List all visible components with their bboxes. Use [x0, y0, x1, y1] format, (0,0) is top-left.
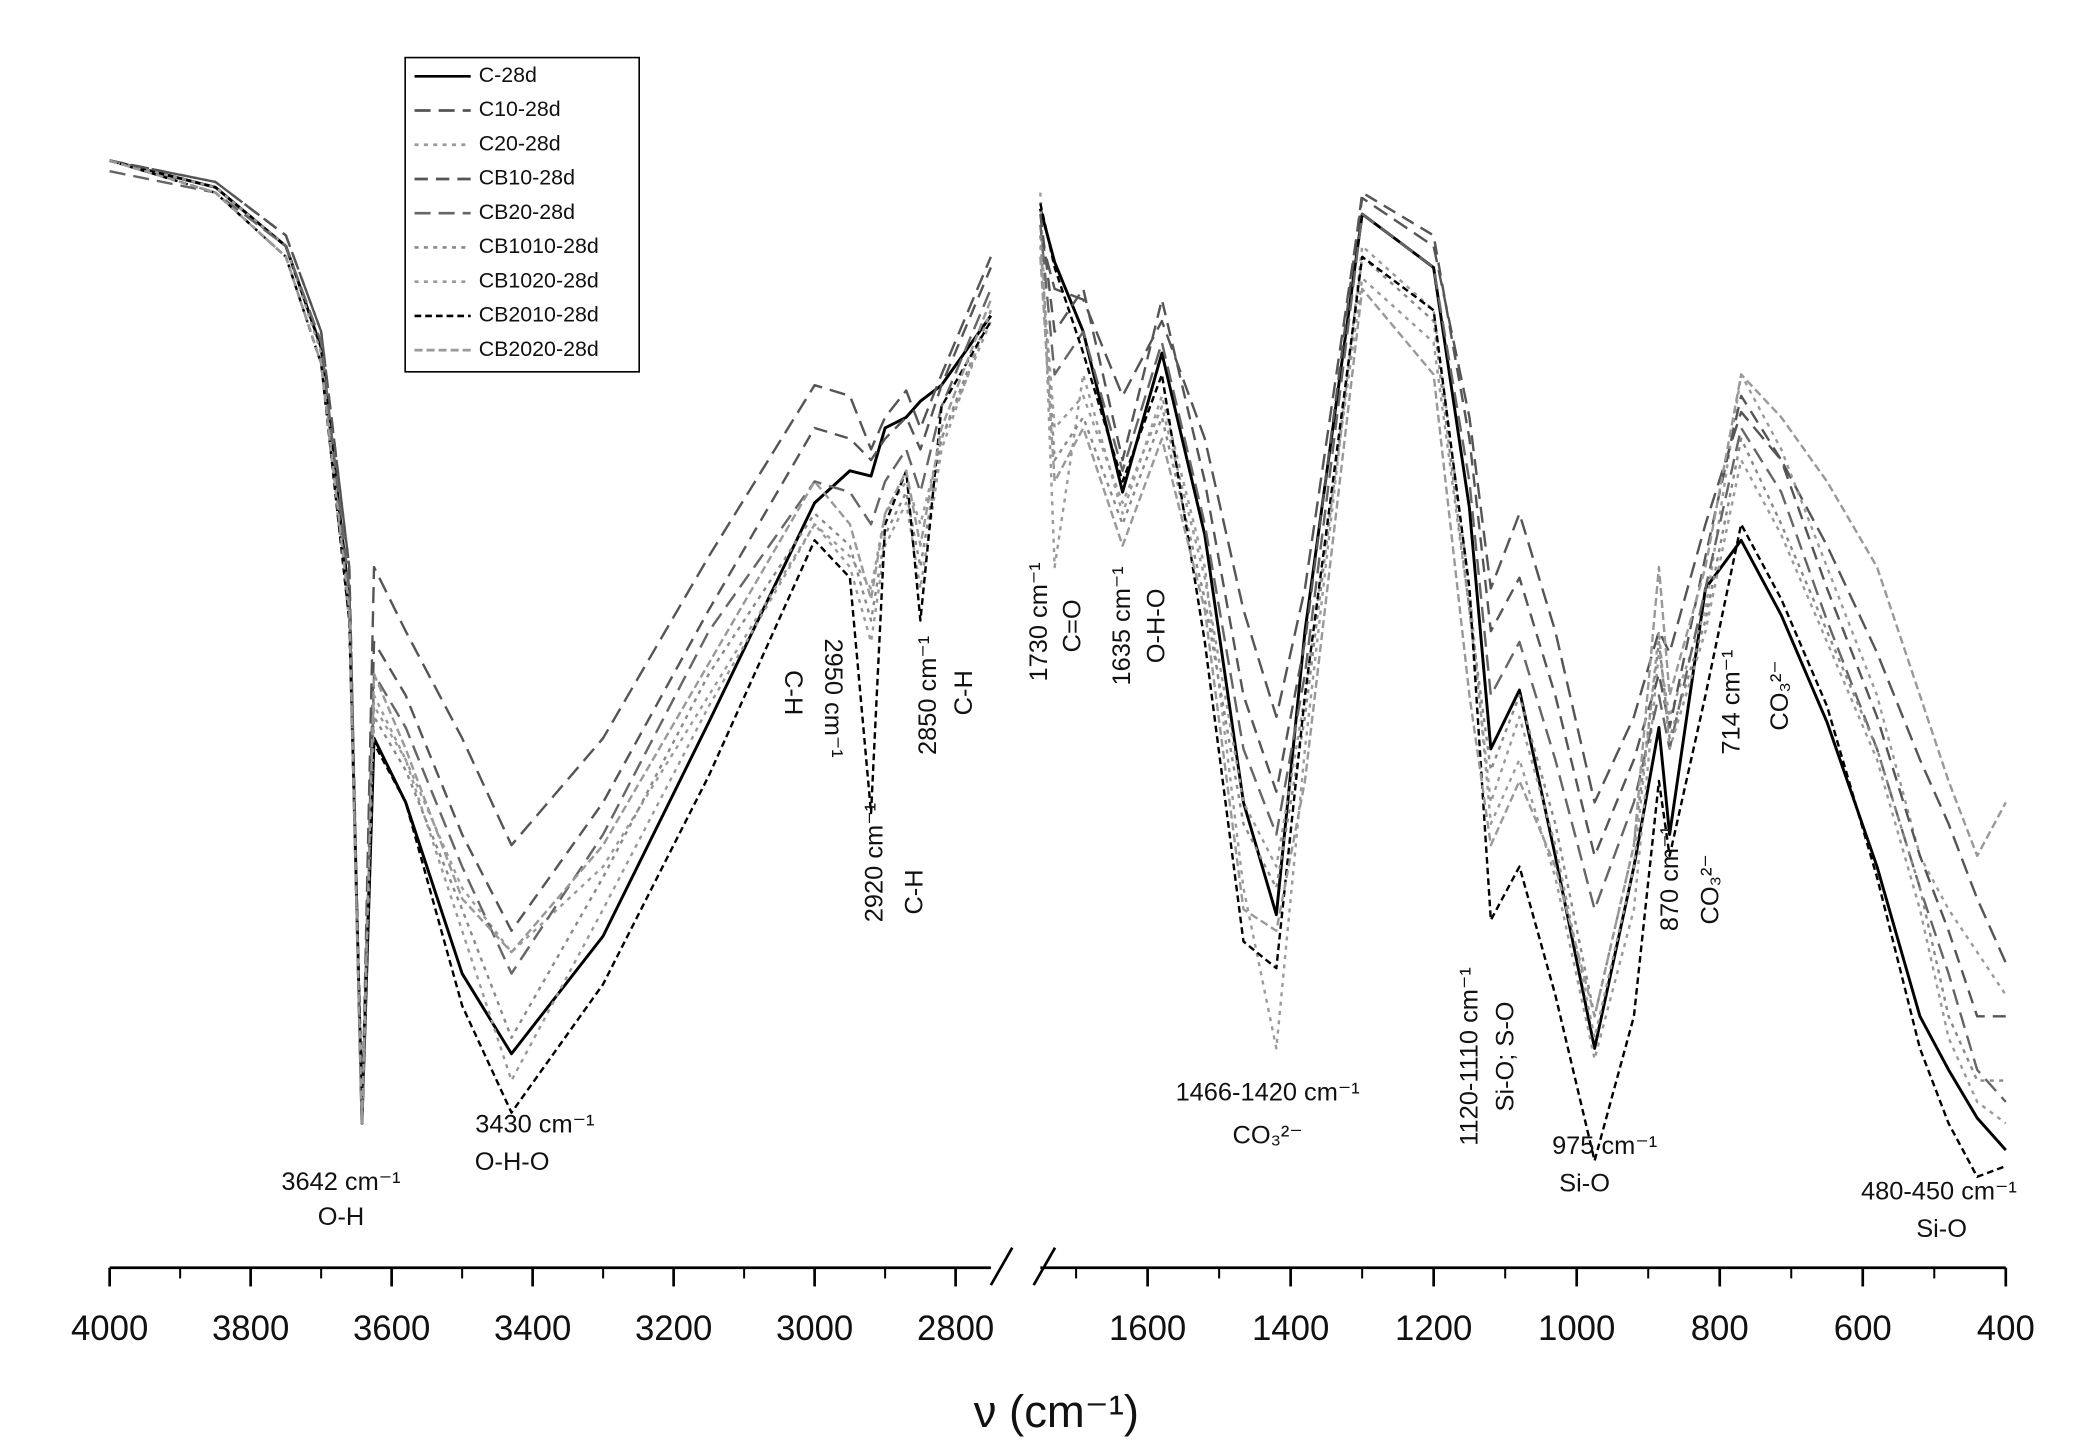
annotation: C-H: [950, 670, 978, 715]
annotation: 2850 cm⁻¹: [914, 636, 942, 755]
x-tick-label: 3600: [353, 1310, 430, 1348]
x-tick-label: 400: [1977, 1310, 2035, 1348]
annotation: O-H-O: [1143, 589, 1171, 664]
series-line: [109, 159, 2006, 1125]
plot-area: [109, 159, 2007, 1179]
series-line: [109, 159, 2007, 1125]
x-tick-label: 3200: [635, 1310, 712, 1348]
annotation: Si-O; S-O: [1492, 1001, 1520, 1111]
annotation: O-H: [318, 1203, 365, 1231]
axis-break: [989, 1247, 1014, 1286]
annotations: 3642 cm⁻¹ O-H 3430 cm⁻¹ O-H-O 2950 cm⁻¹ C-H 29…: [281, 562, 2017, 1243]
legend-entries: C-28d C10-28d C20-28d CB10-28d CB20-28d CB101…: [414, 63, 599, 361]
annotation: CO₃²⁻: [1696, 854, 1724, 924]
x-tick-label: 2800: [917, 1310, 994, 1348]
legend-label: C20-28d: [479, 131, 561, 155]
legend-label: CB1010-28d: [479, 234, 599, 258]
series-line: [109, 159, 2006, 1125]
annotation: 1730 cm⁻¹: [1025, 562, 1053, 681]
legend-label: CB2020-28d: [479, 337, 599, 361]
annotation: 3642 cm⁻¹: [281, 1168, 400, 1196]
legend-label: CB10-28d: [479, 166, 575, 190]
x-tick-label: 1400: [1252, 1310, 1329, 1348]
annotation: 2920 cm⁻¹: [861, 803, 889, 922]
x-tick-label: 1600: [1109, 1310, 1186, 1348]
annotation: Si-O: [1916, 1215, 1967, 1243]
x-tick-label: 1000: [1538, 1310, 1615, 1348]
legend-label: CB1020-28d: [479, 268, 599, 292]
x-tick-label: 1200: [1395, 1310, 1472, 1348]
x-tick-label: 3400: [494, 1310, 571, 1348]
annotation: 2950 cm⁻¹: [819, 638, 847, 757]
x-tick-label: 3800: [212, 1310, 289, 1348]
series-line: [109, 159, 2007, 1125]
annotation: C=O: [1058, 599, 1086, 652]
annotation: CO₃²⁻: [1233, 1121, 1303, 1149]
annotation: 1635 cm⁻¹: [1108, 566, 1136, 685]
series-line: [109, 170, 2007, 1125]
series-line: [109, 159, 2007, 1125]
legend-label: C10-28d: [479, 97, 561, 121]
x-tick-label: 4000: [71, 1310, 148, 1348]
annotation: 714 cm⁻¹: [1718, 650, 1746, 755]
annotation: C-H: [901, 869, 929, 914]
annotation: CO₃²⁻: [1766, 660, 1794, 730]
annotation: O-H-O: [475, 1148, 550, 1176]
legend-label: CB20-28d: [479, 200, 575, 224]
legend-label: C-28d: [479, 63, 537, 87]
x-axis: 4000 3800 3600 3400 3200 3000 2800 1600 1400 1200…: [71, 1247, 2035, 1348]
legend-label: CB2010-28d: [479, 303, 599, 327]
annotation: Si-O: [1559, 1170, 1610, 1198]
annotation: 1120-1110 cm⁻¹: [1456, 967, 1484, 1146]
x-axis-label: ν (cm⁻¹): [974, 1386, 1139, 1437]
annotation: 870 cm⁻¹: [1656, 826, 1684, 931]
annotation: 1466-1420 cm⁻¹: [1176, 1079, 1360, 1107]
annotation: 480-450 cm⁻¹: [1861, 1178, 2017, 1206]
x-tick-label: 800: [1691, 1310, 1749, 1348]
x-tick-label: 3000: [776, 1310, 853, 1348]
annotation: 3430 cm⁻¹: [475, 1111, 594, 1139]
axis-break: [1032, 1247, 1057, 1286]
annotation: C-H: [779, 670, 807, 715]
annotation: 975 cm⁻¹: [1552, 1132, 1657, 1160]
x-tick-label: 600: [1834, 1310, 1892, 1348]
